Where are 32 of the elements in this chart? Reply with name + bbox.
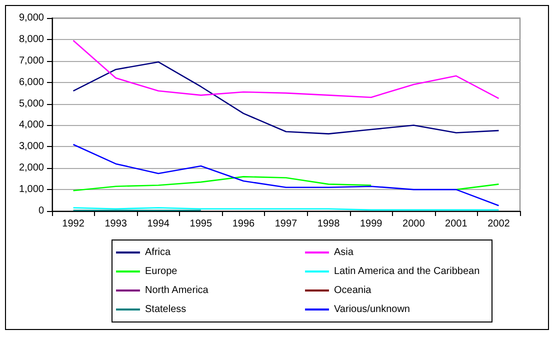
y-tick-label: 0 <box>38 206 44 216</box>
legend-label: Oceania <box>334 285 372 296</box>
y-tick-label: 7,000 <box>18 55 44 66</box>
x-tick-label: 1999 <box>360 218 383 230</box>
line-series <box>72 61 500 134</box>
y-tick-label: 6,000 <box>18 76 44 88</box>
y-tick-label: 1,000 <box>18 184 44 196</box>
y-tick-label: 4,000 <box>18 120 44 131</box>
legend-label: Stateless <box>145 304 186 315</box>
y-tick-label: 5,000 <box>18 98 44 110</box>
x-tick-label: 2002 <box>488 218 510 230</box>
legend-label: Asia <box>334 247 354 258</box>
y-tick-label: 8,000 <box>18 34 44 45</box>
x-tick-label: 2001 <box>445 218 468 230</box>
x-tick-label: 1992 <box>62 218 85 230</box>
legend-label: Various/unknown <box>334 304 410 315</box>
line-series <box>72 40 500 100</box>
x-tick-label: 1994 <box>147 218 170 230</box>
x-tick-label: 1997 <box>274 218 298 230</box>
legend-label: North America <box>145 285 209 296</box>
x-tick-label: 1998 <box>317 218 340 230</box>
y-tick-label: 9,000 <box>18 12 44 24</box>
x-tick-label: 1995 <box>190 218 212 230</box>
x-tick-label: 1993 <box>104 218 128 230</box>
y-tick-label: 2,000 <box>18 162 44 174</box>
x-tick-label: 2000 <box>402 218 426 230</box>
legend-label: Europe <box>145 266 178 277</box>
y-tick-label: 3,000 <box>18 141 44 152</box>
line-series <box>72 144 500 206</box>
legend-label: Africa <box>145 247 171 258</box>
legend-label: Latin America and the Caribbean <box>334 266 480 277</box>
x-tick-label: 1996 <box>232 218 256 230</box>
